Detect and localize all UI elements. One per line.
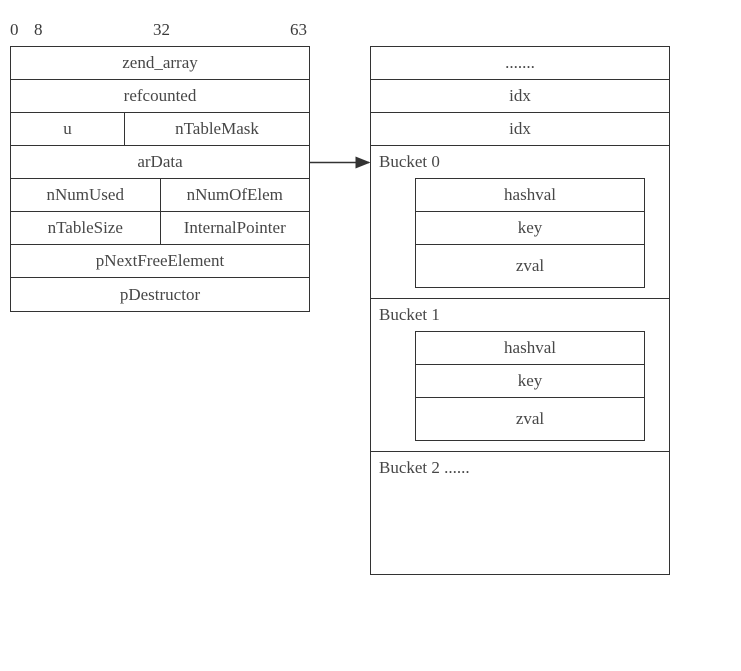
bucket-label: Bucket 0 (377, 150, 663, 178)
bucket-field-key: key (416, 365, 644, 398)
cell-ardata: arData (11, 146, 309, 178)
bucket-field-hashval: hashval (416, 332, 644, 365)
bucket-inner: hashval key zval (415, 178, 645, 288)
right-column: ....... idx idx Bucket 0 hashval key zva… (370, 46, 670, 575)
bucket-0: Bucket 0 hashval key zval (371, 146, 669, 299)
bucket-field-zval: zval (416, 245, 644, 287)
struct-row: u nTableMask (11, 113, 309, 146)
diagram-container: 0 8 32 63 zend_array refcounted u nTable… (10, 20, 731, 575)
bucket-field-key: key (416, 212, 644, 245)
bucket-rest-label: Bucket 2 ...... (377, 456, 663, 484)
cell-ntablemask: nTableMask (124, 113, 309, 145)
cell-pnextfreeelement: pNextFreeElement (11, 245, 309, 277)
struct-row: refcounted (11, 80, 309, 113)
cell-zend-array: zend_array (11, 47, 309, 79)
bucket-array-struct: ....... idx idx Bucket 0 hashval key zva… (370, 46, 670, 575)
cell-internalpointer: InternalPointer (160, 212, 310, 244)
cell-pdestructor: pDestructor (11, 278, 309, 311)
bucket-rest: Bucket 2 ...... (371, 452, 669, 574)
struct-row: nNumUsed nNumOfElem (11, 179, 309, 212)
bucket-label: Bucket 1 (377, 303, 663, 331)
bit-label-8: 8 (34, 20, 43, 40)
bit-offset-labels: 0 8 32 63 (10, 20, 310, 42)
bit-label-32: 32 (153, 20, 170, 40)
struct-row: pDestructor (11, 278, 309, 311)
struct-row: pNextFreeElement (11, 245, 309, 278)
cell-nnumused: nNumUsed (11, 179, 160, 211)
left-column: 0 8 32 63 zend_array refcounted u nTable… (10, 20, 310, 312)
cell-nnumofelem: nNumOfElem (160, 179, 310, 211)
cell-refcounted: refcounted (11, 80, 309, 112)
header-row-dots: ....... (371, 47, 669, 80)
struct-row: zend_array (11, 47, 309, 80)
bucket-inner: hashval key zval (415, 331, 645, 441)
cell-u: u (11, 113, 124, 145)
bucket-1: Bucket 1 hashval key zval (371, 299, 669, 452)
bit-label-0: 0 (10, 20, 19, 40)
cell-ntablesize: nTableSize (11, 212, 160, 244)
header-row-idx: idx (371, 80, 669, 113)
bit-label-63: 63 (290, 20, 307, 40)
bucket-field-hashval: hashval (416, 179, 644, 212)
bucket-field-zval: zval (416, 398, 644, 440)
zend-array-struct: zend_array refcounted u nTableMask arDat… (10, 46, 310, 312)
struct-row: nTableSize InternalPointer (11, 212, 309, 245)
header-row-idx: idx (371, 113, 669, 146)
struct-row-ardata: arData (11, 146, 309, 179)
